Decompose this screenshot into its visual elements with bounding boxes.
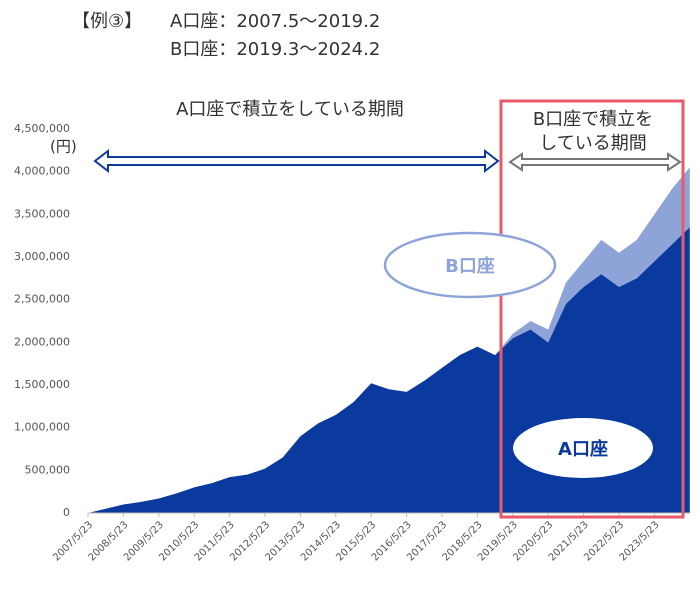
legend-label: A口座 [558, 438, 608, 460]
header-line: A口座：2007.5～2019.2 [170, 11, 380, 32]
y-tick-label: 3,000,000 [14, 250, 70, 263]
y-tick-label: 3,500,000 [14, 207, 70, 220]
b-period-arrow [508, 152, 682, 172]
y-tick-label: 4,500,000 [14, 122, 70, 135]
legend-ellipse [383, 231, 557, 299]
y-tick-label: 4,000,000 [14, 165, 70, 178]
annotation: している期間 [539, 133, 646, 154]
y-tick-label: 2,000,000 [14, 335, 70, 348]
y-tick-label: 1,000,000 [14, 421, 70, 434]
legend-label: B口座 [445, 255, 495, 277]
y-tick-label: 0 [63, 506, 70, 519]
b-period-box [499, 99, 685, 519]
y-tick-label: 1,500,000 [14, 378, 70, 391]
a-period-arrow [93, 148, 500, 174]
annotation: A口座で積立をしている期間 [176, 99, 404, 120]
header-line: B口座：2019.3～2024.2 [170, 39, 380, 60]
y-tick-label: 500,000 [25, 463, 71, 476]
y-unit: (円) [50, 138, 77, 156]
legend-ellipse [513, 418, 653, 478]
header-label: 【例③】 [72, 11, 142, 32]
plot: 0 500,000 1,000,000 1,500,000 2,000,000 2,500… [14, 122, 690, 564]
annotation: B口座で積立を [533, 109, 653, 130]
y-tick-label: 2,500,000 [14, 293, 70, 306]
